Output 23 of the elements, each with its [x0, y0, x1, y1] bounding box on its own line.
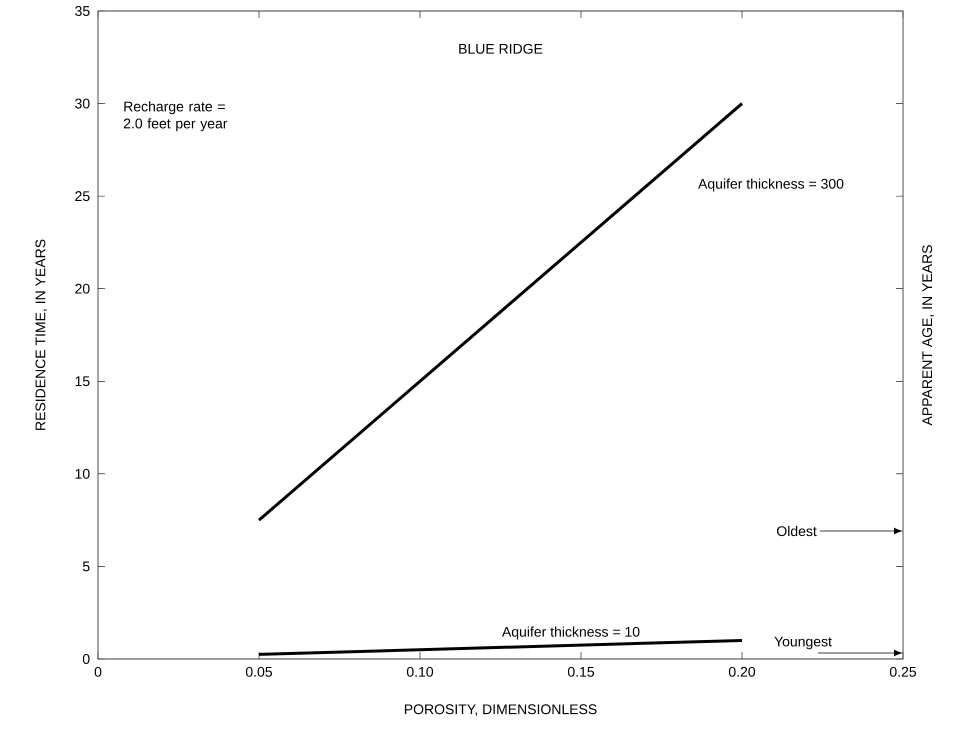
annotation: Aquifer thickness = 300: [698, 178, 844, 192]
y-tick-label: 35: [75, 6, 90, 16]
text: BLUE RIDGE: [459, 44, 542, 54]
x-tick-label: 0.15: [568, 666, 594, 677]
y-tick-label: 25: [75, 191, 90, 202]
y-tick-label: 15: [76, 376, 90, 386]
y-tick-label: 10: [76, 468, 90, 479]
x-tick-label: 0.20: [728, 666, 756, 677]
x-axis-title: POROSITY, DIMENSIONLESS: [404, 704, 597, 716]
x-tick-label: 0: [94, 666, 102, 677]
annotation: Youngest: [774, 636, 832, 650]
annotation: Oldest: [777, 526, 817, 536]
x-tick-label: 0.05: [246, 666, 272, 677]
y-tick-label: 20: [75, 284, 90, 294]
y-tick-label: 30: [75, 98, 90, 109]
annotation: Aquifer thickness = 10: [502, 626, 640, 640]
y-tick-label: 0: [82, 654, 90, 664]
y-tick-label: 5: [82, 562, 90, 572]
y-axis-title: RESIDENCE TIME, IN YEARS: [35, 240, 48, 430]
y2-axis-title: APPARENT AGE, IN YEARS: [922, 245, 934, 426]
annotation: Recharge rate = 2.0 feet per year: [124, 101, 228, 132]
x-tick-label: 0.25: [890, 666, 916, 677]
x-tick-label: 0.10: [406, 666, 434, 677]
